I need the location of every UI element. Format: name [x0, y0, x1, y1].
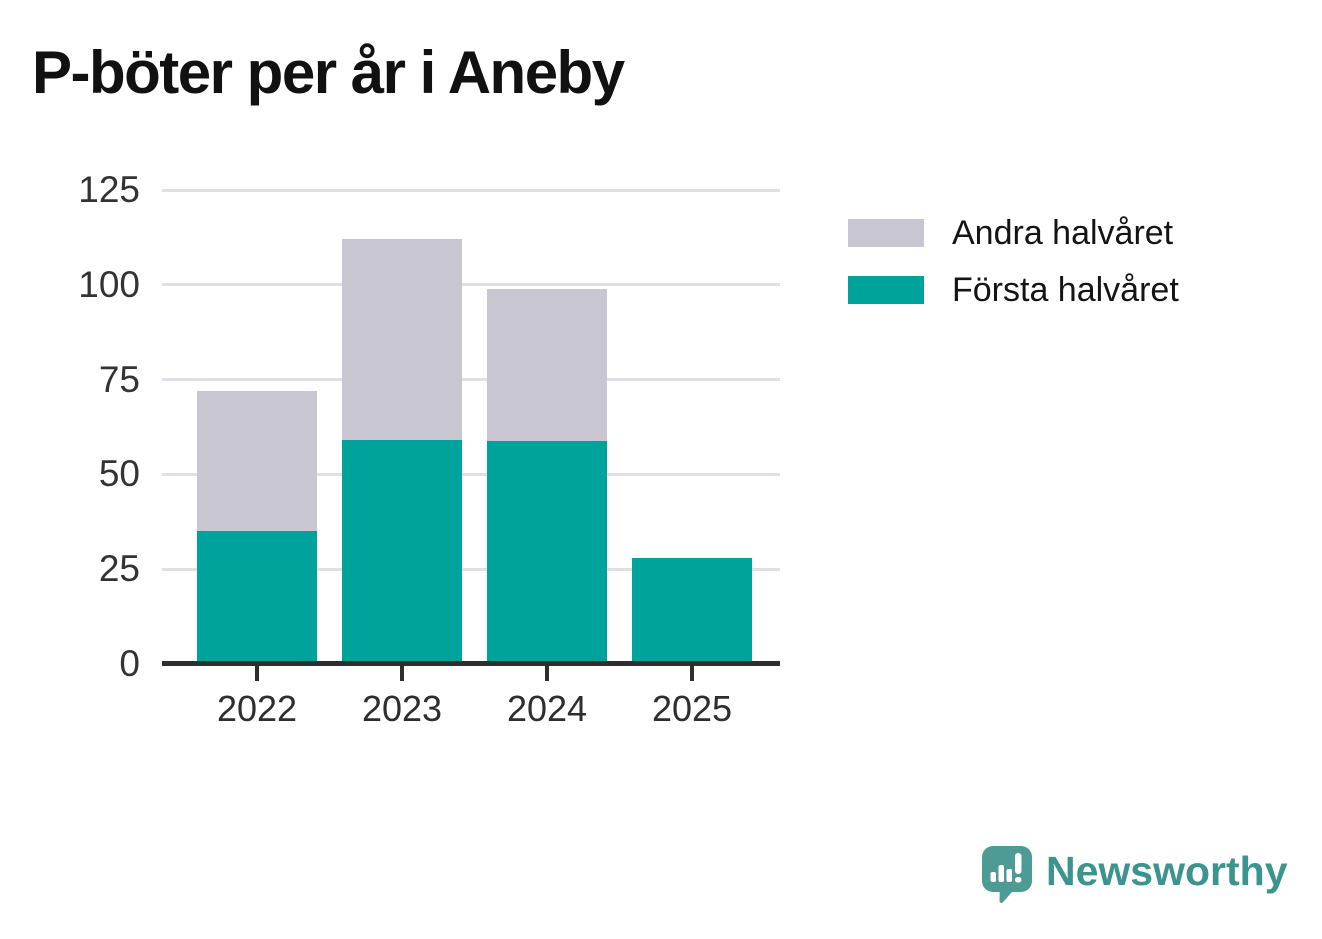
chart-title: P-böter per år i Aneby	[32, 39, 625, 106]
x-tick-label-2023: 2023	[361, 688, 443, 729]
brand-name: Newsworthy	[1046, 848, 1288, 894]
legend-swatch-andra-halvaret	[848, 219, 924, 247]
x-tick-2022	[255, 666, 259, 681]
newsworthy-logo-icon	[982, 846, 1032, 904]
y-tick-label-50: 50	[98, 453, 140, 494]
x-tick-2023	[400, 666, 404, 681]
legend-swatch-forsta-halvaret	[848, 276, 924, 304]
y-tick-label-125: 125	[78, 169, 140, 210]
x-tick-2024	[545, 666, 549, 681]
x-tick-label-2022: 2022	[216, 688, 298, 729]
y-tick-label-75: 75	[98, 359, 140, 400]
x-tick-label-2024: 2024	[506, 688, 588, 729]
legend-item-andra-halvaret: Andra halvåret	[848, 214, 1179, 252]
x-axis-line	[162, 661, 780, 666]
gridline-100	[162, 283, 780, 286]
gridline-75	[162, 378, 780, 381]
bar-2022-andra-halv-ret	[197, 391, 317, 531]
y-tick-label-0: 0	[119, 643, 140, 684]
legend: Andra halvåret Första halvåret	[848, 214, 1179, 333]
bar-2023-f-rsta-halv-ret	[342, 440, 462, 664]
legend-label-forsta-halvaret: Första halvåret	[952, 270, 1179, 309]
bar-2025-f-rsta-halv-ret	[632, 558, 752, 664]
y-tick-label-100: 100	[78, 264, 140, 305]
gridline-25	[162, 568, 780, 571]
legend-label-andra-halvaret: Andra halvåret	[952, 213, 1174, 252]
branding: Newsworthy	[982, 846, 1288, 904]
y-tick-label-25: 25	[98, 548, 140, 589]
bar-2022-f-rsta-halv-ret	[197, 531, 317, 664]
bar-2024-andra-halv-ret	[487, 289, 607, 441]
bar-2024-f-rsta-halv-ret	[487, 440, 607, 664]
bar-2023-andra-halv-ret	[342, 239, 462, 440]
x-tick-label-2025: 2025	[651, 688, 733, 729]
gridline-50	[162, 473, 780, 476]
gridline-125	[162, 189, 780, 192]
x-tick-2025	[690, 666, 694, 681]
legend-item-forsta-halvaret: Första halvåret	[848, 271, 1179, 309]
